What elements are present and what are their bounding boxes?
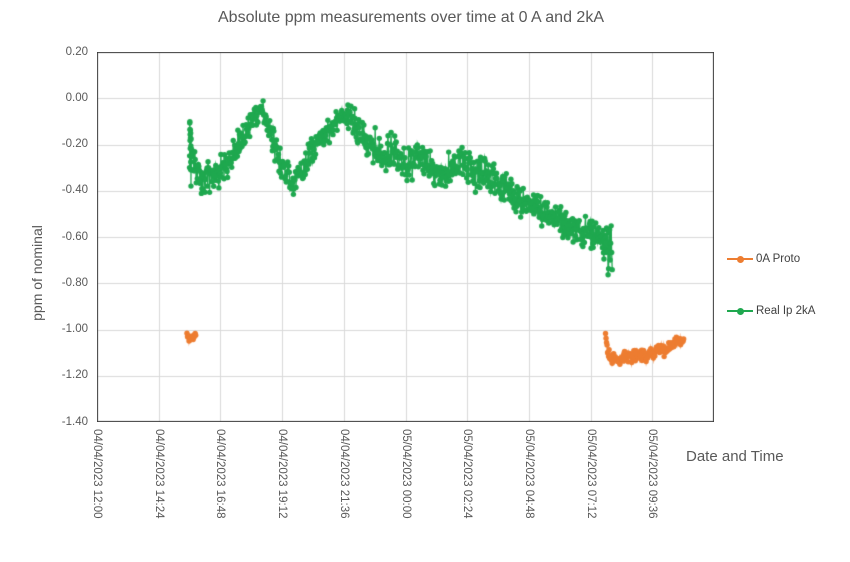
x-axis-tick-label: 05/04/2023 04:48: [522, 429, 535, 519]
legend-marker-0a-proto: [727, 255, 753, 263]
y-axis-tick-label: -0.20: [61, 138, 88, 150]
y-axis-tick-label: -0.80: [61, 276, 88, 289]
y-axis-tick-label: -1.00: [61, 323, 88, 335]
x-axis-tick-label: 05/04/2023 00:00: [399, 429, 412, 519]
x-axis-tick-label: 05/04/2023 07:12: [584, 429, 597, 519]
legend-label: Real Ip 2kA: [756, 305, 816, 317]
legend-dot-icon: [737, 255, 744, 263]
legend-item-0a-proto[interactable]: 0A Proto: [727, 252, 815, 266]
y-axis-tick-label: -1.20: [61, 369, 88, 382]
legend-dot-icon: [737, 307, 744, 315]
y-axis-tick-label: -0.60: [61, 230, 88, 243]
legend: 0A Proto Real Ip 2kA: [727, 252, 815, 318]
x-axis-tick-label: 04/04/2023 16:48: [214, 429, 227, 519]
x-axis-tick-label: 04/04/2023 21:36: [337, 429, 350, 519]
chart-title: Absolute ppm measurements over time at 0…: [218, 9, 604, 26]
legend-label: 0A Proto: [756, 253, 801, 265]
plot-area-canvas: [97, 52, 714, 422]
x-axis-tick-label: 05/04/2023 09:36: [646, 429, 659, 519]
legend-item-real-ip-2ka[interactable]: Real Ip 2kA: [727, 304, 815, 318]
x-axis-tick-label: 04/04/2023 14:24: [152, 429, 165, 519]
legend-marker-real-ip-2ka: [727, 307, 753, 315]
y-axis-tick-label: 0.20: [65, 45, 88, 58]
x-axis-tick-label: 04/04/2023 12:00: [91, 429, 103, 519]
x-axis-tick-label: 05/04/2023 02:24: [461, 429, 474, 519]
y-axis-tick-label: -0.40: [61, 184, 88, 197]
y-axis-tick-label: 0.00: [65, 91, 88, 104]
x-axis-title: Date and Time: [686, 448, 784, 465]
y-axis-tick-label: -1.40: [61, 415, 88, 428]
x-axis-tick-label: 04/04/2023 19:12: [276, 429, 289, 519]
